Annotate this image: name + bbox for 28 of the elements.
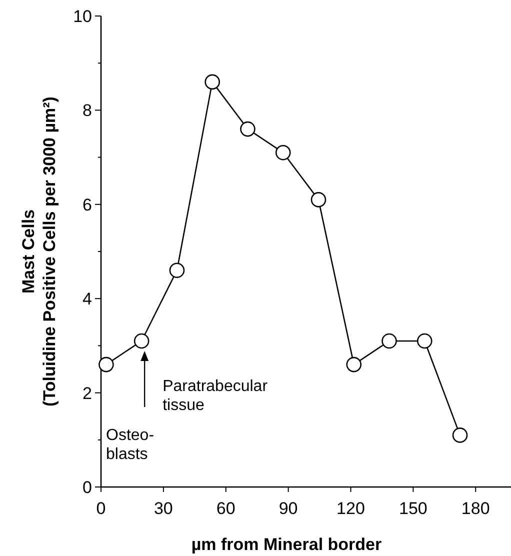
y-tick-label: 2 (82, 384, 92, 403)
point (204, 74, 220, 90)
point (382, 333, 397, 349)
x-tick-label: 180 (461, 499, 490, 518)
y-tick-label: 0 (82, 478, 92, 497)
point (98, 356, 114, 372)
point (310, 192, 326, 208)
annotation: Osteo- blasts (106, 427, 154, 463)
point (275, 144, 291, 160)
x-tick-label: 120 (336, 499, 365, 518)
point (169, 262, 185, 278)
x-tick-label: 0 (96, 499, 106, 518)
point (346, 356, 362, 372)
y-tick-label: 4 (82, 290, 92, 309)
x-tick-label: 30 (154, 499, 173, 518)
y-axis-title: Mast Cells (Toluidine Positive Cells per 3000 µm²) (19, 96, 59, 406)
y-tick-label: 6 (82, 195, 92, 214)
x-tick-label: 90 (278, 499, 298, 518)
point (240, 121, 256, 137)
y-tick-label: 10 (73, 7, 92, 26)
point (452, 428, 468, 443)
point (134, 333, 150, 349)
annotation: Paratrabecular tissue (162, 378, 268, 414)
x-tick-label: 60 (216, 499, 236, 518)
x-tick-label: 150 (398, 499, 428, 518)
x-axis-title: µm from Mineral border (191, 535, 382, 554)
point (416, 333, 432, 349)
y-tick-label: 8 (82, 101, 92, 120)
